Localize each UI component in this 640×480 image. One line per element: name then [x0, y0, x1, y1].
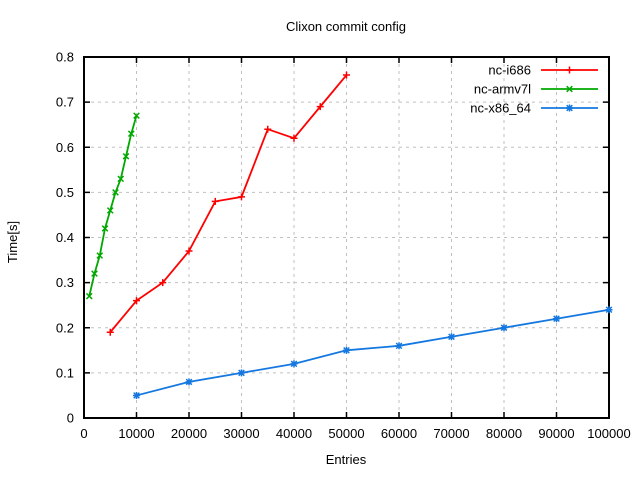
plus-marker-icon: [264, 125, 272, 133]
legend-asterisk-marker-icon: [566, 104, 573, 112]
plus-marker-icon: [238, 193, 245, 201]
cross-marker-icon: [133, 112, 140, 119]
cross-marker-icon: [112, 189, 119, 196]
plus-marker-icon: [343, 71, 350, 79]
cross-marker-icon: [122, 152, 130, 160]
plus-marker-icon: [185, 247, 193, 255]
x-tick-label: 90000: [538, 426, 574, 441]
asterisk-marker-icon: [290, 360, 298, 368]
plus-marker-icon: [106, 328, 114, 336]
plus-marker-icon: [211, 197, 219, 205]
y-tick-label: 0.5: [56, 185, 74, 200]
x-tick-label: 20000: [171, 426, 207, 441]
x-tick-label: 0: [80, 426, 87, 441]
y-tick-label: 0.6: [56, 140, 74, 155]
cross-marker-icon: [91, 270, 98, 277]
cross-marker-icon: [96, 252, 104, 259]
asterisk-marker-icon: [553, 315, 560, 323]
series-line-nc-i686: [109, 74, 348, 333]
cross-marker-icon: [106, 207, 114, 214]
plot-generated-layer: 0 10000 20000 30000 40000 50000 60000 70000 8000…: [56, 50, 631, 442]
x-tick-label: 30000: [223, 426, 259, 441]
cross-marker-icon: [117, 175, 125, 183]
y-tick-label: 0.7: [56, 95, 74, 110]
legend-plus-marker-icon: [566, 66, 573, 74]
asterisk-marker-icon: [395, 342, 403, 350]
legend-label-nc-i686: nc-i686: [488, 63, 531, 78]
x-tick-label: 100000: [587, 426, 630, 441]
legend-label-nc-x86_64: nc-x86_64: [470, 101, 531, 116]
y-axis-label: Time[s]: [5, 221, 20, 263]
plus-marker-icon: [159, 279, 167, 287]
asterisk-marker-icon: [343, 346, 350, 354]
cross-marker-icon: [127, 130, 135, 138]
y-tick-label: 0.3: [56, 275, 74, 290]
asterisk-marker-icon: [238, 369, 245, 377]
y-tick-label: 0.2: [56, 320, 74, 335]
legend-cross-marker-icon: [566, 85, 573, 93]
plus-marker-icon: [290, 134, 298, 142]
x-tick-label: 60000: [381, 426, 417, 441]
x-tick-label: 50000: [328, 426, 364, 441]
x-tick-label: 40000: [276, 426, 312, 441]
x-tick-label: 80000: [486, 426, 522, 441]
chart-title: Clixon commit config: [286, 19, 406, 34]
series-line-nc-x86_64: [136, 308, 610, 397]
asterisk-marker-icon: [185, 378, 193, 386]
asterisk-marker-icon: [448, 333, 455, 341]
plus-marker-icon: [316, 103, 324, 111]
y-tick-label: 0.8: [56, 50, 74, 65]
series-line-nc-armv7l: [88, 115, 138, 297]
y-tick-label: 0: [67, 411, 74, 426]
plus-marker-icon: [133, 297, 140, 305]
x-tick-label: 70000: [433, 426, 469, 441]
y-tick-label: 0.4: [56, 230, 74, 245]
y-tick-label: 0.1: [56, 365, 74, 380]
cross-marker-icon: [101, 225, 109, 232]
asterisk-marker-icon: [605, 306, 613, 314]
legend-label-nc-armv7l: nc-armv7l: [474, 82, 531, 97]
asterisk-marker-icon: [133, 391, 140, 399]
plot-area-border: [83, 56, 610, 419]
x-tick-label: 10000: [118, 426, 154, 441]
asterisk-marker-icon: [500, 324, 508, 332]
cross-marker-icon: [85, 292, 93, 300]
x-axis-label: Entries: [326, 452, 367, 467]
